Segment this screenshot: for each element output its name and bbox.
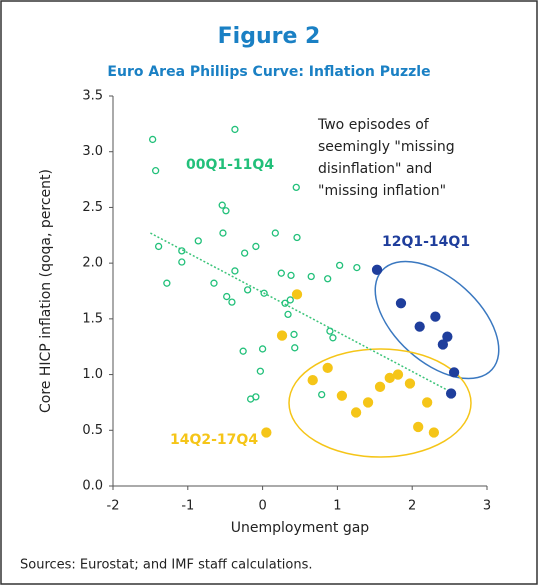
scatter-point (260, 289, 268, 297)
annotation: Two episodes of (317, 117, 430, 133)
scatter-point (322, 362, 333, 374)
scatter-point (335, 261, 344, 270)
scatter-point (329, 334, 337, 342)
scatter-point (307, 374, 318, 386)
trendline (150, 232, 450, 392)
scatter-point (428, 427, 440, 438)
scatter-point (414, 321, 425, 332)
scatter-point (194, 237, 202, 245)
scatter-point (326, 327, 334, 335)
scatter-point (256, 367, 265, 375)
scatter-point (292, 183, 300, 192)
scatter-point (422, 397, 433, 408)
series-label: 14Q2-17Q4 (170, 432, 258, 448)
scatter-point (445, 388, 457, 399)
y-tick-label: 3.5 (82, 89, 103, 104)
scatter-point (392, 369, 404, 380)
scatter-point (350, 407, 362, 418)
scatter-point (243, 286, 252, 294)
scatter-point (178, 258, 186, 266)
scatter-point (371, 264, 383, 275)
scatter-point (239, 347, 247, 355)
annotation: disinflation" and (318, 161, 432, 177)
scatter-point (395, 298, 407, 309)
scatter-point (404, 378, 416, 389)
chart-title: Figure 2 (218, 24, 321, 49)
x-tick-label: 2 (408, 499, 416, 514)
scatter-point (178, 247, 186, 255)
scatter-point (231, 267, 239, 275)
y-tick-label: 1.5 (82, 311, 103, 326)
scatter-point (228, 298, 236, 306)
scatter-point (362, 397, 374, 408)
scatter-point (353, 263, 361, 272)
scatter-point (336, 390, 348, 401)
scatter-point (413, 421, 424, 433)
scatter-point (430, 311, 441, 322)
scatter-point (154, 242, 163, 251)
scatter-point (324, 275, 332, 283)
x-axis-label: Unemployment gap (231, 520, 370, 536)
scatter-point (281, 299, 289, 307)
scatter-point (223, 292, 231, 301)
series-label: 12Q1-14Q1 (382, 234, 470, 250)
scatter-point (318, 390, 326, 399)
scatter-point (252, 242, 260, 251)
y-tick-label: 0.5 (82, 423, 103, 438)
chart-subtitle: Euro Area Phillips Curve: Inflation Puzz… (107, 64, 430, 80)
scatter-point (291, 344, 299, 352)
scatter-point (287, 271, 295, 280)
scatter-point (291, 289, 303, 300)
scatter-point (218, 201, 226, 209)
x-tick-label: -1 (181, 499, 194, 514)
scatter-point (246, 395, 255, 403)
scatter-point (307, 272, 315, 281)
scatter-point (276, 330, 288, 341)
x-tick-label: 3 (483, 499, 491, 514)
annotation: "missing inflation" (318, 183, 446, 199)
scatter-point (448, 367, 460, 378)
scatter-point (277, 269, 285, 277)
x-tick-label: 1 (333, 499, 341, 514)
scatter-point (293, 233, 301, 242)
y-tick-label: 0.0 (82, 479, 103, 494)
y-axis-label: Core HICP inflation (qoqa, percent) (38, 169, 54, 413)
scatter-point (286, 296, 294, 304)
scatter-point (219, 229, 227, 237)
y-tick-label: 1.0 (82, 367, 103, 382)
source: Sources: Eurostat; and IMF staff calcula… (20, 558, 313, 573)
y-tick-label: 2.0 (82, 256, 103, 271)
scatter-point (163, 279, 171, 287)
scatter-point (231, 125, 239, 134)
annotation: seemingly "missing (318, 139, 455, 155)
x-tick-label: -2 (107, 499, 120, 514)
scatter-point (271, 229, 279, 237)
scatter-point (442, 331, 453, 342)
y-tick-label: 2.5 (82, 200, 103, 215)
scatter-point (258, 345, 267, 353)
scatter-point (210, 279, 218, 287)
scatter-point (374, 381, 386, 392)
episode-ellipse (288, 348, 472, 458)
x-tick-label: 0 (258, 499, 266, 514)
scatter-point (284, 310, 292, 319)
y-tick-label: 3.0 (82, 144, 103, 159)
series-label: 00Q1-11Q4 (186, 157, 274, 173)
scatter-point (437, 339, 449, 350)
scatter-point (240, 249, 249, 257)
scatter-point (151, 167, 160, 175)
scatter-point (261, 427, 272, 438)
scatter-point (148, 135, 157, 144)
scatter-point (290, 330, 298, 339)
scatter-point (222, 207, 230, 215)
